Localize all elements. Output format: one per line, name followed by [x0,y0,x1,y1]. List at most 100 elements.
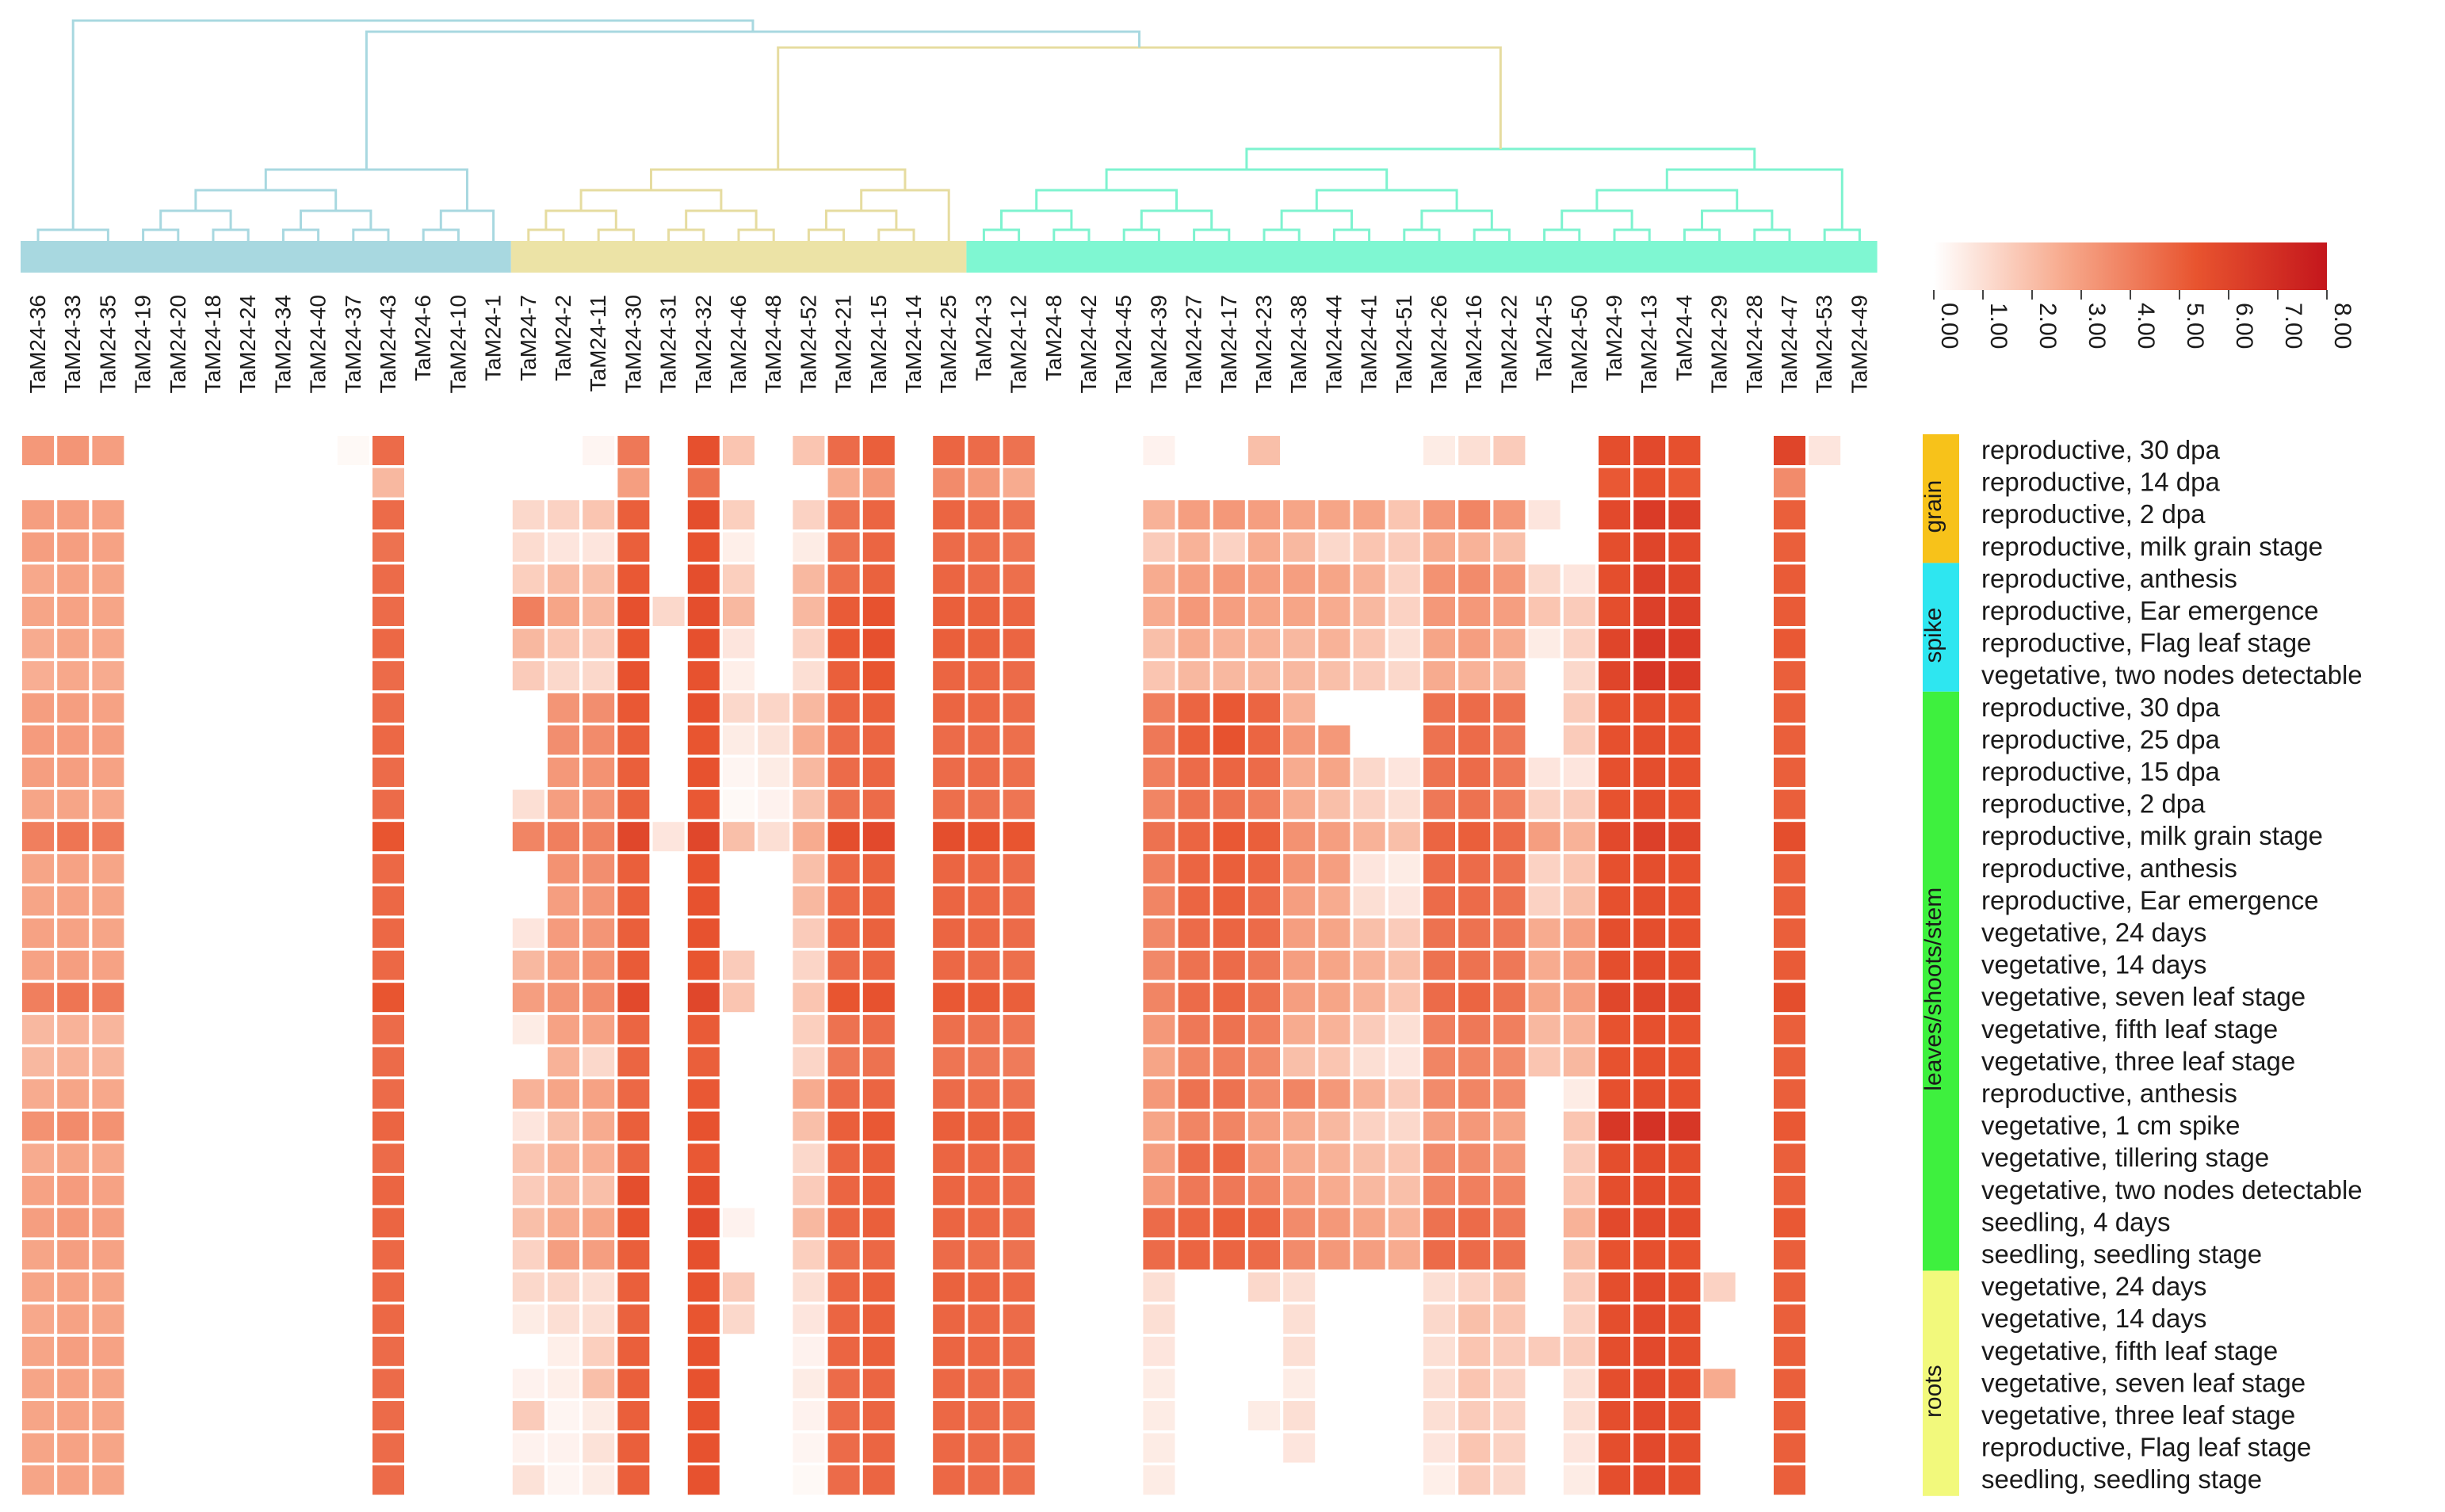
heatmap-cell [1528,1047,1561,1077]
dendrogram-link [1000,209,1073,230]
heatmap-cell [1668,1369,1701,1399]
heatmap-cell [1178,789,1210,819]
heatmap-cell [512,1272,544,1302]
heatmap-cell [1003,597,1035,626]
heatmap-cell [1353,564,1385,594]
heatmap-cell [1668,918,1701,948]
heatmap-cell [827,661,860,691]
heatmap-cell [723,950,755,980]
heatmap-cell [1599,661,1630,691]
gene-label: TaM24-38 [1286,295,1311,394]
heatmap-cell [583,886,615,916]
gene-label: TaM24-47 [1777,295,1801,394]
heatmap-cell [1248,532,1280,562]
heatmap-cell [1353,1144,1385,1174]
heatmap-cell [968,1014,1000,1044]
heatmap-cell [1633,1111,1666,1141]
gene-label: TaM24-32 [691,295,716,394]
heatmap-cell [22,1336,54,1366]
heatmap-cell [827,1369,860,1399]
heatmap-cell [1458,500,1491,530]
heatmap-cell [1633,886,1666,916]
heatmap-cell [1143,1369,1175,1399]
heatmap-cell [862,628,895,659]
heatmap-cell [1143,661,1175,691]
gene-label: TaM24-25 [936,295,961,394]
heatmap-cell [1388,1014,1420,1044]
heatmap-cell [1668,532,1701,562]
heatmap-cell [1143,693,1175,723]
heatmap-cell [548,1336,579,1366]
heatmap-cell [968,1208,1000,1238]
heatmap-cell [827,725,860,755]
dendrogram-link [1473,228,1511,241]
gene-label: TaM24-35 [95,295,120,394]
heatmap-cell [57,1111,90,1141]
heatmap-cell [1213,822,1245,852]
heatmap-cell [22,1401,54,1430]
heatmap-cell [1178,886,1210,916]
heatmap-cell [1318,1014,1350,1044]
heatmap-cell [793,661,825,691]
heatmap-cell [1563,693,1595,723]
gene-label: TaM24-53 [1812,295,1836,394]
heatmap-cell [1283,789,1316,819]
heatmap-cell [22,853,54,884]
heatmap-cell [723,758,755,787]
heatmap-cell [1423,597,1455,626]
heatmap-cell [1528,983,1561,1013]
heatmap-cell [1143,822,1175,852]
heatmap-cell [1248,1208,1280,1238]
heatmap-cell [512,597,544,626]
heatmap-cell [1003,918,1035,948]
heatmap-cell [548,1111,579,1141]
heatmap-cell [372,693,404,723]
heatmap-cell [1318,822,1350,852]
heatmap-cell [1003,983,1035,1013]
heatmap-cell [1599,1079,1630,1109]
heatmap-cell [862,725,895,755]
heatmap-cell [22,1240,54,1270]
heatmap-cell [22,1014,54,1044]
heatmap-cell [583,1369,615,1399]
heatmap-cell [1213,597,1245,626]
heatmap-cell [372,1336,404,1366]
heatmap-cell [1003,1272,1035,1302]
heatmap-cell [1143,1047,1175,1077]
gene-label: TaM24-44 [1321,295,1346,394]
heatmap-cell [1668,564,1701,594]
heatmap-cell [1318,564,1350,594]
heatmap-cell [793,1208,825,1238]
heatmap-cell [1423,1465,1455,1495]
heatmap-cell [512,500,544,530]
heatmap-cell [1003,1401,1035,1430]
gene-label: TaM24-51 [1392,295,1416,394]
heatmap-cell [1493,564,1526,594]
heatmap-cell [933,1175,965,1205]
heatmap-cell [1774,1465,1805,1495]
heatmap-cell [1493,1240,1526,1270]
heatmap-cell [583,983,615,1013]
gene-label: TaM24-23 [1251,295,1276,394]
heatmap-cell [583,564,615,594]
heatmap-cell [22,1047,54,1077]
heatmap-cell [22,918,54,948]
heatmap-cell [1283,1369,1316,1399]
heatmap-cell [968,1304,1000,1334]
dendrogram-link [1420,209,1493,230]
heatmap-cell [793,1433,825,1463]
heatmap-cell [1003,1433,1035,1463]
heatmap-cell [652,822,685,852]
heatmap-cell [1143,853,1175,884]
heatmap-cell [92,1272,124,1302]
heatmap-cell [1388,983,1420,1013]
heatmap-cell [1493,1433,1526,1463]
sample-label: vegetative, 14 days [1981,950,2206,979]
heatmap-cell [1599,1433,1630,1463]
heatmap-cell [968,628,1000,659]
heatmap-cell [22,1111,54,1141]
heatmap-cell [1283,758,1316,787]
sample-label: reproductive, 30 dpa [1981,693,2221,722]
dendrogram-link [1543,228,1581,241]
heatmap-cell [1599,1401,1630,1430]
